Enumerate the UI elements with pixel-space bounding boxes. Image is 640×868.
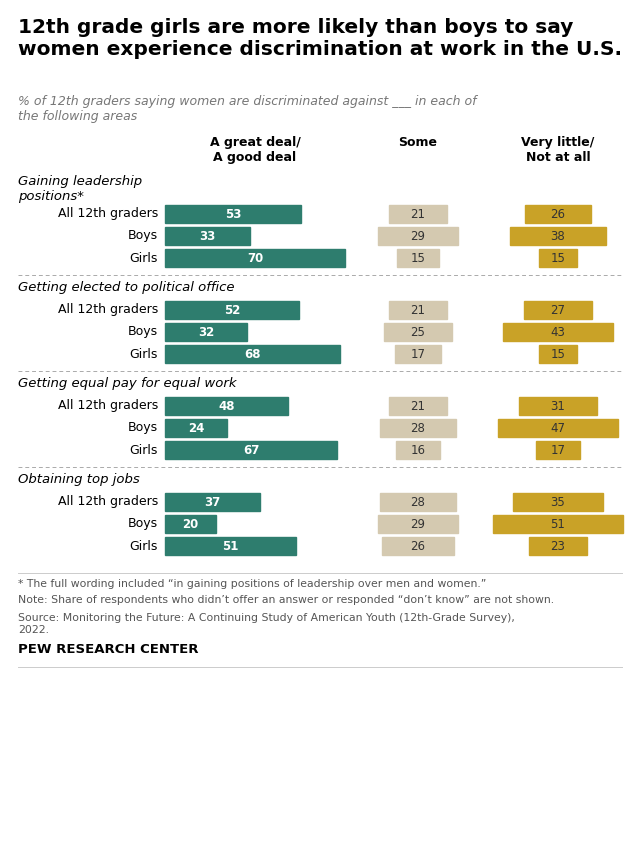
- Text: 51: 51: [222, 540, 239, 553]
- Text: Note: Share of respondents who didn’t offer an answer or responded “don’t know” : Note: Share of respondents who didn’t of…: [18, 595, 554, 605]
- Bar: [524, 301, 593, 319]
- Text: 28: 28: [411, 496, 426, 509]
- Text: 23: 23: [550, 540, 565, 553]
- Text: All 12th graders: All 12th graders: [58, 399, 158, 412]
- Bar: [503, 323, 612, 341]
- Text: 29: 29: [410, 517, 426, 530]
- Text: 25: 25: [411, 326, 426, 339]
- Text: Boys: Boys: [128, 517, 158, 530]
- Text: 27: 27: [550, 304, 566, 317]
- Text: 17: 17: [550, 444, 566, 457]
- Bar: [165, 323, 247, 341]
- Text: 12th grade girls are more likely than boys to say
women experience discriminatio: 12th grade girls are more likely than bo…: [18, 18, 622, 59]
- Text: 53: 53: [225, 207, 241, 220]
- Text: 38: 38: [550, 229, 565, 242]
- Bar: [382, 537, 454, 555]
- Text: 16: 16: [410, 444, 426, 457]
- Bar: [378, 227, 458, 245]
- Bar: [165, 515, 216, 533]
- Text: 15: 15: [411, 252, 426, 265]
- Text: 68: 68: [244, 347, 260, 360]
- Text: 51: 51: [550, 517, 565, 530]
- Text: Girls: Girls: [130, 347, 158, 360]
- Text: Getting elected to political office: Getting elected to political office: [18, 281, 234, 294]
- Bar: [536, 441, 580, 459]
- Bar: [518, 397, 598, 415]
- Bar: [539, 249, 577, 267]
- Text: * The full wording included “in gaining positions of leadership over men and wom: * The full wording included “in gaining …: [18, 579, 486, 589]
- Text: 70: 70: [247, 252, 263, 265]
- Text: 17: 17: [410, 347, 426, 360]
- Text: All 12th graders: All 12th graders: [58, 304, 158, 317]
- Text: 31: 31: [550, 399, 565, 412]
- Bar: [389, 301, 447, 319]
- Bar: [165, 419, 227, 437]
- Text: 15: 15: [550, 252, 565, 265]
- Text: 47: 47: [550, 422, 566, 435]
- Bar: [389, 205, 447, 223]
- Bar: [380, 493, 456, 511]
- Text: % of 12th graders saying women are discriminated against ___ in each of
the foll: % of 12th graders saying women are discr…: [18, 95, 477, 123]
- Bar: [165, 301, 299, 319]
- Text: All 12th graders: All 12th graders: [58, 496, 158, 509]
- Bar: [165, 205, 301, 223]
- Text: 32: 32: [198, 326, 214, 339]
- Bar: [165, 441, 337, 459]
- Bar: [165, 227, 250, 245]
- Text: 28: 28: [411, 422, 426, 435]
- Text: 20: 20: [182, 517, 199, 530]
- Bar: [380, 419, 456, 437]
- Text: Girls: Girls: [130, 444, 158, 457]
- Text: Source: Monitoring the Future: A Continuing Study of American Youth (12th-Grade : Source: Monitoring the Future: A Continu…: [18, 613, 515, 635]
- Bar: [529, 537, 588, 555]
- Bar: [498, 419, 618, 437]
- Text: All 12th graders: All 12th graders: [58, 207, 158, 220]
- Bar: [165, 345, 340, 363]
- Text: 21: 21: [410, 207, 426, 220]
- Text: 21: 21: [410, 399, 426, 412]
- Text: 67: 67: [243, 444, 259, 457]
- Bar: [378, 515, 458, 533]
- Text: Some: Some: [399, 136, 438, 149]
- Text: Gaining leadership
positions*: Gaining leadership positions*: [18, 175, 142, 203]
- Text: 26: 26: [410, 540, 426, 553]
- Text: Very little/
Not at all: Very little/ Not at all: [522, 136, 595, 164]
- Bar: [389, 397, 447, 415]
- Text: Boys: Boys: [128, 326, 158, 339]
- Bar: [165, 493, 260, 511]
- Text: 24: 24: [188, 422, 204, 435]
- Text: Obtaining top jobs: Obtaining top jobs: [18, 473, 140, 486]
- Bar: [509, 227, 606, 245]
- Text: 29: 29: [410, 229, 426, 242]
- Text: Girls: Girls: [130, 540, 158, 553]
- Text: Getting equal pay for equal work: Getting equal pay for equal work: [18, 377, 237, 390]
- Bar: [493, 515, 623, 533]
- Text: 37: 37: [204, 496, 221, 509]
- Text: Boys: Boys: [128, 229, 158, 242]
- Text: PEW RESEARCH CENTER: PEW RESEARCH CENTER: [18, 643, 198, 656]
- Bar: [397, 249, 438, 267]
- Bar: [525, 205, 591, 223]
- Bar: [165, 397, 289, 415]
- Bar: [513, 493, 602, 511]
- Text: 15: 15: [550, 347, 565, 360]
- Text: 33: 33: [199, 229, 216, 242]
- Text: 43: 43: [550, 326, 565, 339]
- Text: 26: 26: [550, 207, 566, 220]
- Bar: [384, 323, 452, 341]
- Bar: [395, 345, 442, 363]
- Bar: [396, 441, 440, 459]
- Text: Boys: Boys: [128, 422, 158, 435]
- Text: 52: 52: [223, 304, 240, 317]
- Text: 35: 35: [550, 496, 565, 509]
- Text: Girls: Girls: [130, 252, 158, 265]
- Bar: [165, 537, 296, 555]
- Text: 21: 21: [410, 304, 426, 317]
- Bar: [165, 249, 345, 267]
- Text: 48: 48: [218, 399, 235, 412]
- Text: A great deal/
A good deal: A great deal/ A good deal: [209, 136, 300, 164]
- Bar: [539, 345, 577, 363]
